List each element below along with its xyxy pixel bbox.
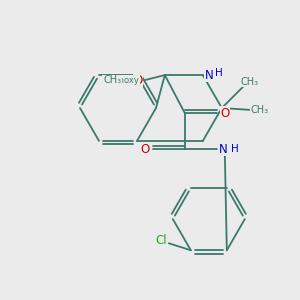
Text: H: H (231, 144, 239, 154)
Text: O: O (133, 74, 142, 87)
Text: CH₃: CH₃ (104, 75, 122, 85)
Text: H: H (215, 68, 223, 78)
Text: O: O (140, 142, 149, 156)
Text: N: N (204, 69, 213, 82)
Text: methoxy: methoxy (102, 76, 139, 85)
Text: Cl: Cl (155, 234, 166, 247)
Text: N: N (218, 142, 227, 156)
Text: CH₃: CH₃ (241, 77, 259, 87)
Text: CH₃: CH₃ (251, 105, 269, 115)
Text: O: O (220, 106, 230, 120)
